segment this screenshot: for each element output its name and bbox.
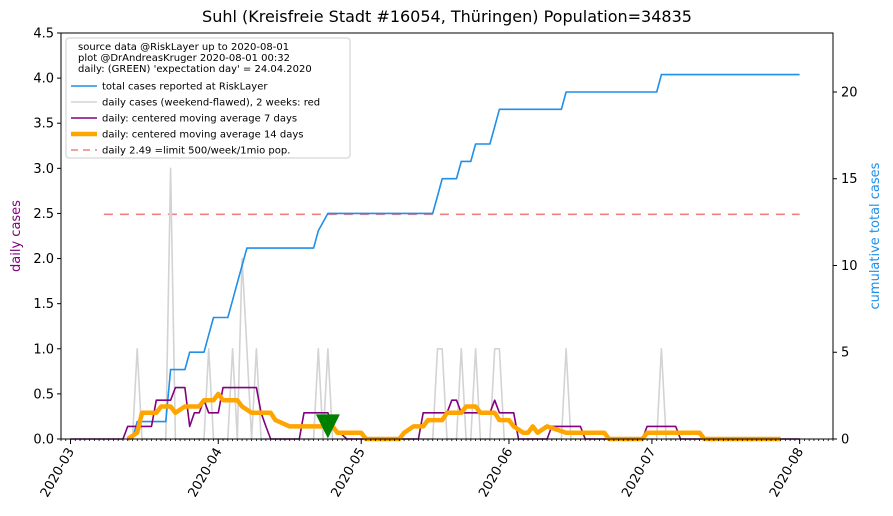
y-right-tick-label: 10 bbox=[841, 259, 858, 274]
y-left-tick-label: 3.0 bbox=[33, 162, 54, 177]
legend-header-line: plot @DrAndreasKruger 2020-08-01 00:32 bbox=[78, 53, 290, 64]
y-left-tick-label: 1.0 bbox=[33, 342, 54, 357]
series-line-1 bbox=[131, 73, 800, 440]
y-right-tick-label: 0 bbox=[841, 433, 849, 448]
x-tick-label: 2020-08 bbox=[767, 446, 807, 501]
legend-header-line: source data @RiskLayer up to 2020-08-01 bbox=[78, 42, 289, 53]
legend-entry: daily: centered moving average 7 days bbox=[102, 114, 297, 125]
y-left-tick-label: 4.5 bbox=[33, 27, 54, 42]
y-left-tick-label: 4.0 bbox=[33, 72, 54, 87]
legend-entry: daily: centered moving average 14 days bbox=[102, 130, 303, 141]
x-tick-label: 2020-06 bbox=[476, 446, 516, 501]
y-left-tick-label: 0.5 bbox=[33, 387, 54, 402]
legend: source data @RiskLayer up to 2020-08-01p… bbox=[65, 37, 351, 159]
y-axis-right-label: cumulative total cases bbox=[868, 162, 883, 309]
y-axis-left-label: daily cases bbox=[9, 200, 24, 272]
y-right-tick-label: 20 bbox=[841, 85, 858, 100]
x-tick-label: 2020-03 bbox=[38, 446, 78, 501]
x-tick-label: 2020-05 bbox=[329, 446, 369, 501]
expectation-day-marker bbox=[315, 414, 340, 439]
y-left-tick-label: 3.5 bbox=[33, 117, 54, 132]
legend-header-line: daily: (GREEN) 'expectation day' = 24.04… bbox=[78, 64, 312, 75]
chart-title: Suhl (Kreisfreie Stadt #16054, Thüringen… bbox=[202, 7, 692, 26]
legend-entry: daily 2.49 =limit 500/week/1mio pop. bbox=[102, 146, 290, 157]
x-tick-label: 2020-07 bbox=[619, 446, 659, 501]
y-left-tick-label: 2.0 bbox=[33, 252, 54, 267]
y-left-tick-label: 2.5 bbox=[33, 207, 54, 222]
y-left-tick-label: 0.0 bbox=[33, 433, 54, 448]
legend-entry: total cases reported at RiskLayer bbox=[102, 82, 268, 93]
x-tick-label: 2020-04 bbox=[186, 446, 226, 501]
y-right-tick-label: 5 bbox=[841, 346, 849, 361]
legend-entry: daily cases (weekend-flawed), 2 weeks: r… bbox=[102, 98, 320, 109]
y-left-tick-label: 1.5 bbox=[33, 297, 54, 312]
legend-box bbox=[65, 37, 351, 159]
y-right-tick-label: 15 bbox=[841, 172, 858, 187]
series-line-3 bbox=[126, 391, 781, 442]
